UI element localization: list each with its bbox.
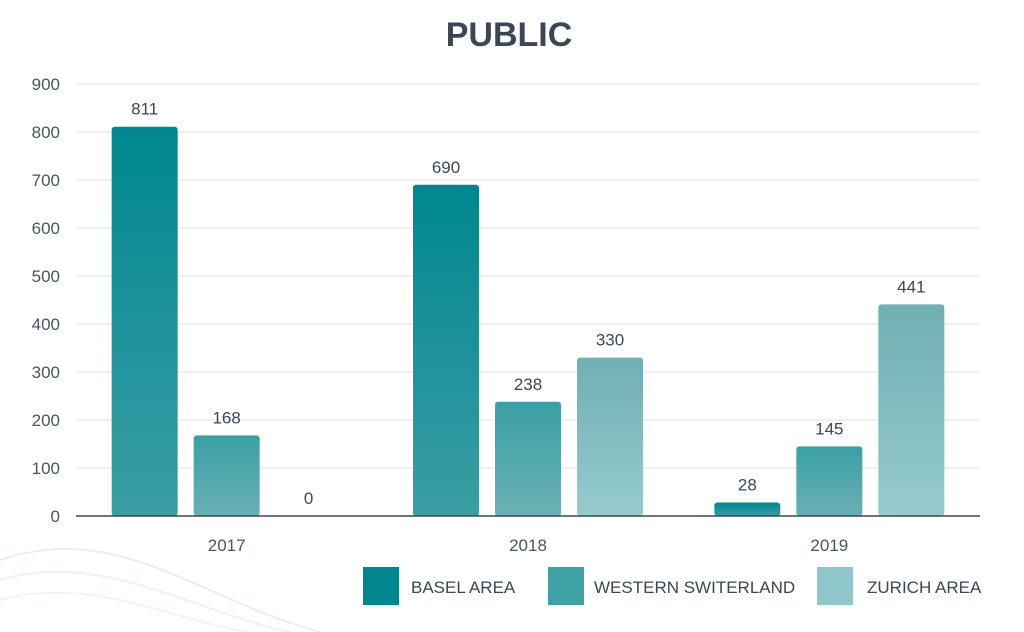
y-tick-label: 0	[51, 507, 60, 526]
legend-label: BASEL AREA	[411, 578, 516, 597]
bar-basel-area-2019	[714, 502, 781, 516]
x-tick-label: 2019	[810, 536, 848, 555]
y-tick-label: 300	[32, 363, 60, 382]
legend: BASEL AREA WESTERN SWITERLAND ZURICH AREA	[363, 567, 982, 605]
y-tick-label: 700	[32, 171, 60, 190]
y-axis-ticks: 0 100 200 300 400 500 600 700 800 900	[32, 75, 60, 526]
y-tick-label: 900	[32, 75, 60, 94]
legend-label: WESTERN SWITERLAND	[594, 578, 795, 597]
x-tick-label: 2018	[509, 536, 547, 555]
data-label: 330	[596, 331, 624, 350]
legend-swatch	[363, 567, 399, 605]
data-label: 168	[212, 408, 240, 427]
data-label: 811	[131, 100, 158, 119]
bars	[111, 126, 945, 517]
data-label: 441	[897, 277, 925, 296]
x-tick-label: 2017	[208, 536, 246, 555]
bar-zurich-area-2018	[577, 357, 643, 516]
legend-swatch	[817, 567, 853, 605]
chart-title: PUBLIC	[446, 16, 573, 54]
y-tick-label: 400	[32, 315, 60, 334]
bar-basel-area-2018	[413, 184, 479, 517]
data-label: 690	[432, 158, 460, 177]
data-label: 28	[738, 476, 757, 495]
bar-basel-area-2017	[111, 126, 178, 516]
bar-western-switerland-2018	[495, 401, 561, 516]
bar-western-switerland-2019	[796, 446, 863, 516]
bar-western-switerland-2017	[193, 435, 260, 516]
legend-swatch	[548, 567, 584, 605]
x-axis-ticks: 2017 2018 2019	[208, 536, 848, 555]
bar-zurich-area-2019	[878, 304, 945, 516]
y-tick-label: 200	[32, 411, 60, 430]
y-tick-label: 100	[32, 459, 60, 478]
data-label: 145	[815, 419, 843, 438]
y-tick-label: 800	[32, 123, 60, 142]
y-tick-label: 600	[32, 219, 60, 238]
legend-label: ZURICH AREA	[867, 578, 982, 597]
data-label: 238	[514, 375, 542, 394]
data-label: 0	[304, 489, 313, 508]
y-tick-label: 500	[32, 267, 60, 286]
data-labels: 811 168 0 690 238 330 28 145 441	[131, 100, 925, 508]
